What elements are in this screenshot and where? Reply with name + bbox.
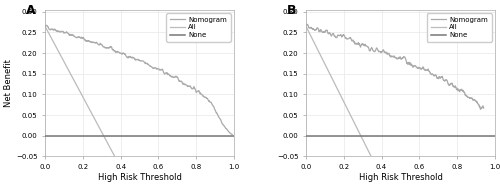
Nomogram xyxy=(476,105,482,107)
None xyxy=(446,135,452,138)
None xyxy=(157,135,163,138)
Line: All: All xyxy=(306,27,495,193)
None xyxy=(418,135,424,138)
Nomogram xyxy=(90,41,96,44)
None xyxy=(54,135,60,138)
Nomogram xyxy=(42,24,48,27)
Nomogram xyxy=(409,64,415,66)
None xyxy=(162,135,168,138)
None xyxy=(152,135,158,138)
Y-axis label: Net Benefit: Net Benefit xyxy=(4,59,13,107)
Line: Nomogram: Nomogram xyxy=(45,25,232,135)
None xyxy=(466,135,472,138)
Legend: Nomogram, All, None: Nomogram, All, None xyxy=(166,13,230,41)
Line: All: All xyxy=(45,26,234,193)
None xyxy=(492,135,498,138)
None xyxy=(413,135,419,138)
All xyxy=(314,48,320,51)
None xyxy=(231,135,237,138)
None xyxy=(186,135,192,138)
None xyxy=(314,135,320,138)
Nomogram xyxy=(400,56,406,59)
Nomogram xyxy=(303,24,309,26)
Nomogram xyxy=(44,24,50,26)
Nomogram xyxy=(229,133,235,136)
Nomogram xyxy=(127,56,133,58)
None xyxy=(424,135,430,138)
Nomogram xyxy=(168,74,173,77)
None xyxy=(42,135,48,138)
All xyxy=(54,47,60,49)
Nomogram xyxy=(184,84,190,86)
X-axis label: High Risk Threshold: High Risk Threshold xyxy=(98,173,182,182)
Nomogram xyxy=(76,36,82,39)
None xyxy=(303,135,309,138)
Nomogram xyxy=(304,23,310,25)
X-axis label: High Risk Threshold: High Risk Threshold xyxy=(358,173,442,182)
Nomogram xyxy=(152,67,158,69)
Nomogram xyxy=(478,108,484,110)
Nomogram xyxy=(388,56,394,58)
All xyxy=(42,25,48,28)
Nomogram xyxy=(480,107,486,109)
Line: Nomogram: Nomogram xyxy=(306,24,484,109)
All xyxy=(303,25,309,28)
Nomogram xyxy=(389,56,395,58)
Text: B: B xyxy=(287,4,296,17)
Text: A: A xyxy=(26,4,36,17)
None xyxy=(205,135,211,138)
Nomogram xyxy=(449,82,455,84)
Legend: Nomogram, All, None: Nomogram, All, None xyxy=(427,13,492,41)
